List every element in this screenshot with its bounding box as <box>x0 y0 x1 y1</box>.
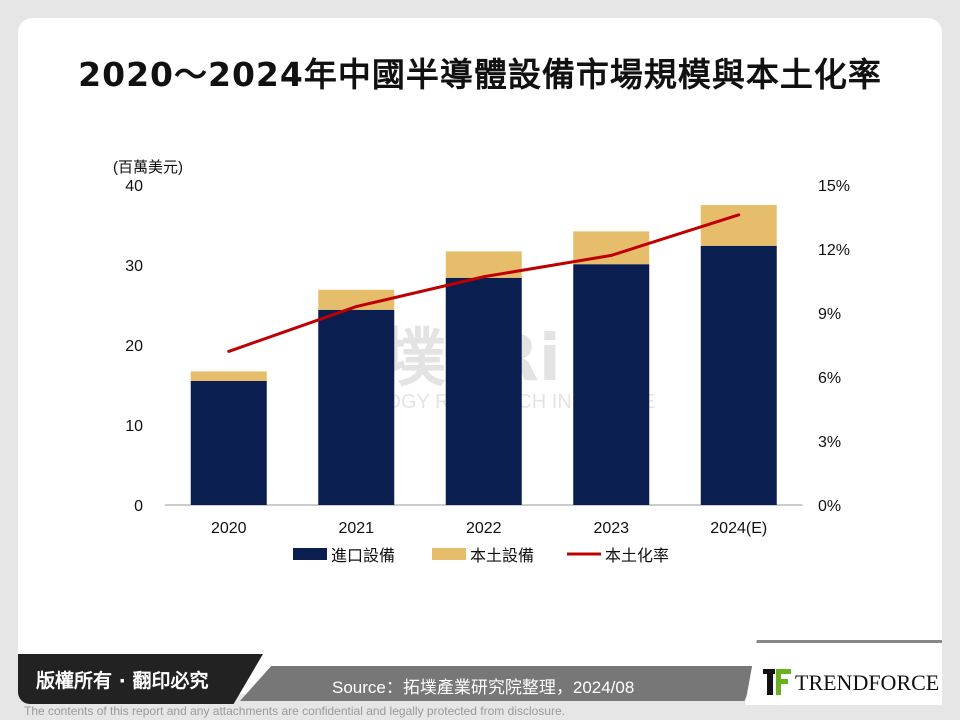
page-title: 2020～2024年中國半導體設備市場規模與本土化率 <box>78 55 882 94</box>
bar-import <box>573 264 650 505</box>
bar-import <box>190 381 267 505</box>
y-tick-label: 30 <box>125 258 143 275</box>
y2-tick-label: 6% <box>818 370 841 387</box>
y-axis-label: (百萬美元) <box>113 159 183 176</box>
line-point <box>227 349 231 353</box>
trendforce-logo-icon <box>763 669 791 695</box>
x-tick-label: 2024(E) <box>710 520 767 537</box>
y-tick-label: 0 <box>134 498 143 515</box>
legend-label: 進口設備 <box>331 547 395 565</box>
y2-tick-label: 9% <box>818 306 841 323</box>
disclaimer: The contents of this report and any atta… <box>24 704 565 718</box>
line-point <box>609 253 613 257</box>
y2-tick-label: 3% <box>818 434 841 451</box>
bar-domestic <box>190 371 267 381</box>
x-tick-label: 2023 <box>593 520 629 537</box>
line-point <box>737 213 741 217</box>
bar-domestic <box>700 205 777 246</box>
bar-import <box>445 277 522 505</box>
copyright-banner: 版權所有 · 翻印必究 <box>18 654 263 704</box>
bar-domestic <box>445 251 522 278</box>
y2-tick-label: 15% <box>818 178 850 195</box>
y-tick-label: 10 <box>125 418 143 435</box>
source-text: Source：拓墣產業研究院整理，2024/08 <box>332 678 635 697</box>
legend-label: 本土設備 <box>470 547 534 565</box>
bar-import <box>318 309 395 505</box>
legend-swatch <box>432 548 466 560</box>
line-point <box>354 305 358 309</box>
copyright-text: 版權所有 · 翻印必究 <box>36 670 209 692</box>
line-point <box>482 275 486 279</box>
x-tick-label: 2020 <box>211 520 247 537</box>
y2-tick-label: 0% <box>818 498 841 515</box>
legend-label: 本土化率 <box>605 547 669 565</box>
trendforce-logo: TRENDFORCE <box>745 640 942 705</box>
source-banner: Source：拓墣產業研究院整理，2024/08 <box>240 666 760 701</box>
x-tick-label: 2021 <box>338 520 374 537</box>
y2-tick-label: 12% <box>818 242 850 259</box>
bar-import <box>700 245 777 506</box>
legend-swatch <box>293 548 327 560</box>
trendforce-brand: TRENDFORCE <box>795 670 940 695</box>
x-tick-label: 2022 <box>466 520 502 537</box>
y-tick-label: 40 <box>125 178 143 195</box>
y-tick-label: 20 <box>125 338 143 355</box>
bar-domestic <box>318 289 395 310</box>
